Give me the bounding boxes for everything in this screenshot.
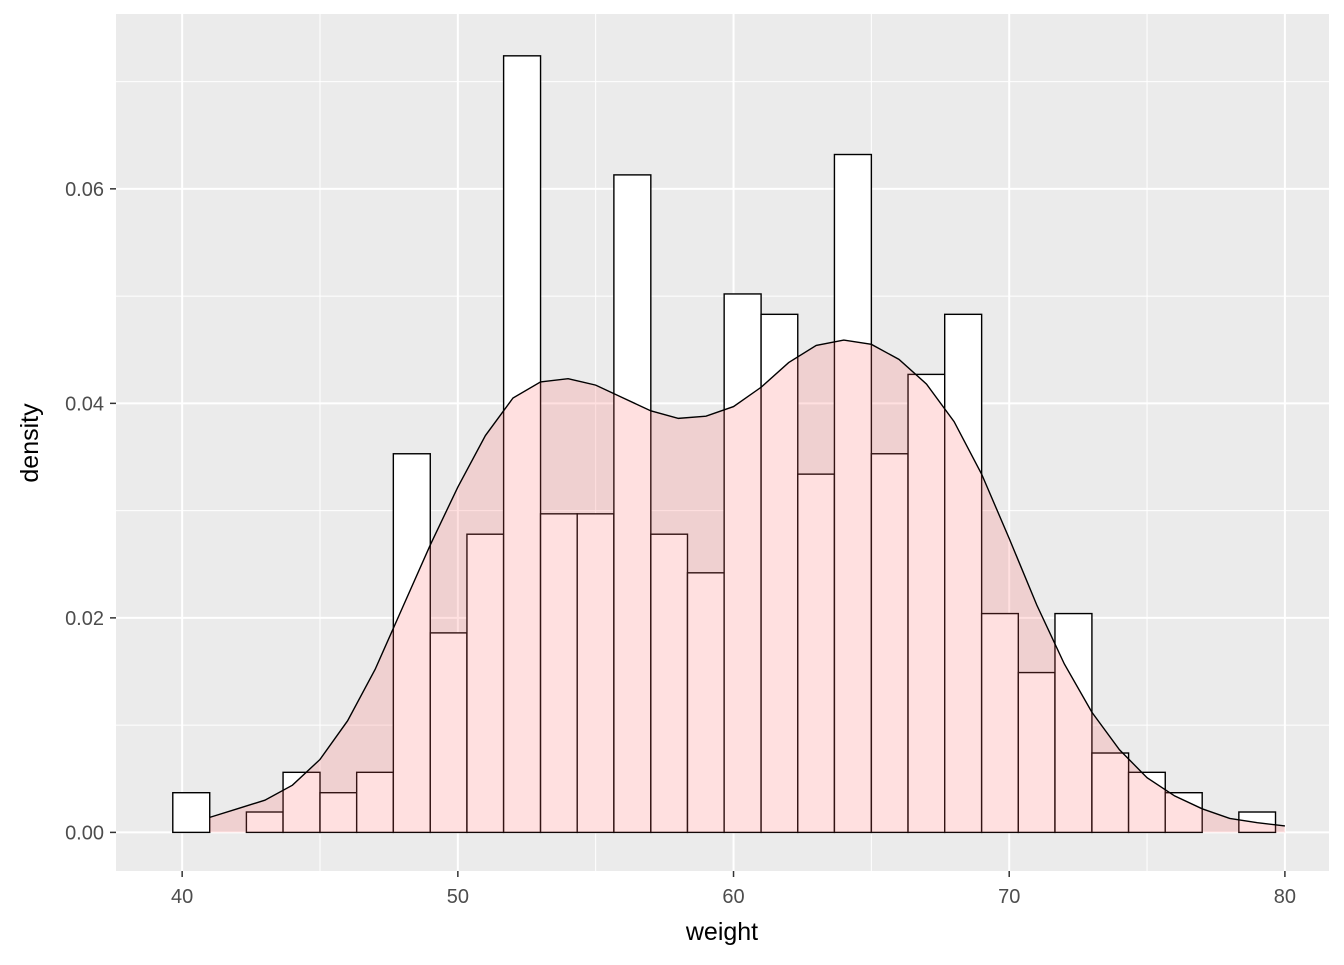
histogram-bar [539,513,578,834]
density-area [209,340,1285,833]
histogram-bar [1017,671,1056,834]
histogram-bar [1054,612,1093,834]
histogram-bar [282,771,321,834]
x-tick-label: 80 [1274,886,1296,908]
histogram-bar [613,174,652,834]
histogram-bar [980,612,1020,834]
density-line [209,339,1285,827]
histogram-bar [576,513,615,834]
y-tick-label: 0.00 [65,822,104,844]
x-tick-label: 60 [722,886,744,908]
histogram-bar [429,632,468,834]
y-tick-label: 0.06 [65,179,104,201]
histogram-bar [1164,792,1203,834]
histogram-bar [650,533,689,834]
histogram-bar [943,313,983,834]
x-tick-label: 50 [447,886,469,908]
y-tick-label: 0.04 [65,393,104,415]
histogram-bar [797,473,836,834]
histogram-bar [1127,771,1166,834]
histogram-bar [1091,752,1130,834]
y-axis-title: density [16,403,44,483]
histogram-bar [833,153,873,834]
histogram-bar [760,313,799,834]
x-tick-label: 40 [171,886,193,908]
histogram-bar [466,533,505,834]
density-layer [209,339,1285,833]
histogram-bar [686,572,725,834]
x-axis-title: weight [685,918,758,946]
y-tick-label: 0.02 [65,608,104,630]
x-axis-ticks: 40 50 60 70 80 [171,871,1296,908]
y-axis-ticks: 0.00 0.02 0.04 0.06 [65,179,116,844]
histogram-bar [870,453,909,834]
histogram-bar [502,55,542,834]
histogram-bar [355,771,395,834]
histogram-bar [392,453,431,834]
histogram-bar [319,792,358,834]
histogram-bar [723,293,762,834]
histogram-bars [172,55,1277,834]
x-tick-label: 70 [998,886,1020,908]
histogram-bar [172,792,211,834]
